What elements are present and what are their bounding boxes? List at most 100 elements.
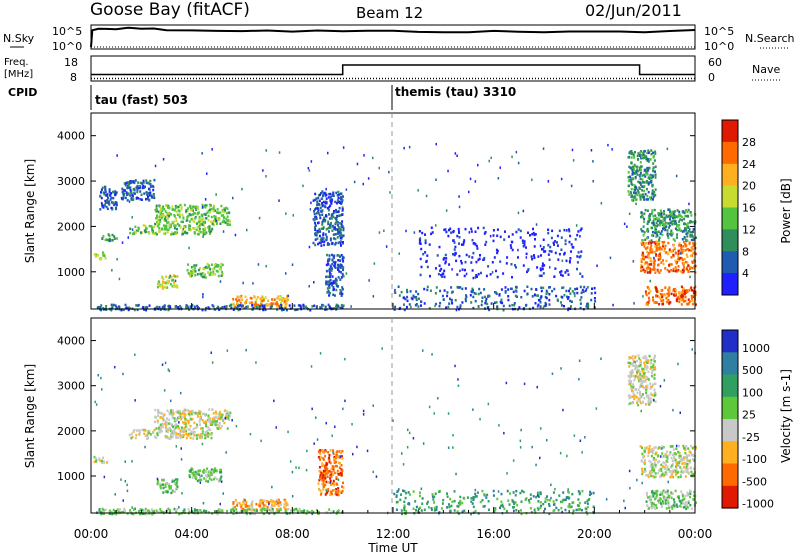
scatter-cell <box>341 485 343 488</box>
scatter-cell <box>654 150 657 153</box>
scatter-cell <box>112 508 115 512</box>
scatter-cell <box>650 358 653 362</box>
scatter-cell <box>523 242 526 246</box>
scatter-cell <box>299 304 302 307</box>
scatter-cell <box>540 254 542 257</box>
scatter-cell <box>305 512 308 515</box>
scatter-cell <box>634 192 637 195</box>
scatter-cell <box>275 303 278 306</box>
scatter-cell <box>676 460 679 464</box>
scatter-cell <box>277 510 279 513</box>
scatter-cell <box>153 232 156 235</box>
scatter-cell <box>661 222 664 225</box>
scatter-cell <box>687 298 690 301</box>
scatter-cell <box>211 417 214 420</box>
scatter-cell <box>322 478 325 481</box>
scatter-cell <box>335 218 338 222</box>
scatter-cell <box>367 177 370 180</box>
scatter-cell <box>228 414 231 417</box>
scatter-cell <box>322 233 325 237</box>
scatter-cell <box>131 435 134 439</box>
scatter-cell <box>337 210 340 214</box>
scatter-cell <box>469 177 472 181</box>
scatter-cell <box>205 306 208 310</box>
scatter-cell <box>496 275 499 279</box>
scatter-cell <box>682 498 685 501</box>
scatter-cell <box>184 418 187 421</box>
scatter-cell <box>544 301 547 305</box>
scatter-cell <box>658 212 661 215</box>
scatter-cell <box>695 501 697 504</box>
scatter-cell <box>684 475 687 478</box>
scatter-cell <box>253 303 256 307</box>
scatter-cell <box>691 289 693 292</box>
scatter-cell <box>130 436 133 440</box>
scatter-cell <box>337 487 340 490</box>
scatter-cell <box>229 220 231 223</box>
scatter-cell <box>500 298 503 302</box>
scatter-cell <box>185 436 188 440</box>
scatter-cell <box>654 475 657 478</box>
scatter-cell <box>166 230 169 234</box>
scatter-cell <box>633 394 636 397</box>
scatter-cell <box>672 448 675 451</box>
scatter-cell <box>184 231 187 235</box>
scatter-cell <box>333 264 335 268</box>
scatter-cell <box>639 401 642 405</box>
scatter-cell <box>267 299 270 302</box>
scatter-cell <box>169 437 172 440</box>
scatter-cell <box>326 467 329 471</box>
scatter-cell <box>194 205 197 208</box>
scatter-cell <box>315 207 318 210</box>
scatter-cell <box>690 507 693 510</box>
scatter-cell <box>590 492 593 495</box>
scatter-cell <box>127 308 130 312</box>
scatter-cell <box>333 281 336 284</box>
scatter-cell <box>636 359 638 363</box>
scatter-cell <box>271 304 274 308</box>
scatter-cell <box>196 423 199 426</box>
scatter-cell <box>340 223 343 226</box>
scatter-cell <box>643 455 646 458</box>
scatter-cell <box>689 275 691 279</box>
scatter-cell <box>288 304 291 307</box>
scatter-cell <box>142 224 145 227</box>
scatter-cell <box>537 500 540 503</box>
scatter-cell <box>215 193 217 196</box>
scatter-cell <box>210 208 213 211</box>
scatter-cell <box>335 491 338 494</box>
scatter-cell <box>415 509 417 512</box>
scatter-cell <box>636 375 639 378</box>
scatter-cell <box>336 228 339 231</box>
scatter-cell <box>165 424 167 428</box>
scatter-cell <box>460 259 463 263</box>
scatter-cell <box>659 220 662 223</box>
scatter-cell <box>342 275 345 278</box>
scatter-cell <box>549 245 552 249</box>
scatter-cell <box>334 200 337 204</box>
scatter-cell <box>212 270 215 274</box>
scatter-cell <box>646 384 649 388</box>
scatter-cell <box>453 490 456 493</box>
scatter-cell <box>147 509 149 512</box>
scatter-cell <box>419 273 422 277</box>
scatter-cell <box>645 187 648 191</box>
scatter-cell <box>318 450 321 454</box>
scatter-cell <box>679 454 682 458</box>
scatter-cell <box>630 156 633 159</box>
scatter-cell <box>647 301 650 304</box>
scatter-cell <box>318 488 320 491</box>
scatter-cell <box>156 420 159 424</box>
scatter-cell <box>98 457 101 460</box>
scatter-cell <box>326 490 329 494</box>
scatter-cell <box>428 307 431 310</box>
scatter-cell <box>562 286 565 289</box>
scatter-cell <box>641 472 644 476</box>
scatter-cell <box>336 194 339 197</box>
scatter-cell <box>531 295 534 298</box>
scatter-cell <box>689 266 692 269</box>
scatter-cell <box>443 256 446 260</box>
scatter-cell <box>330 467 333 471</box>
scatter-cell <box>432 498 435 501</box>
scatter-cell <box>204 232 207 235</box>
